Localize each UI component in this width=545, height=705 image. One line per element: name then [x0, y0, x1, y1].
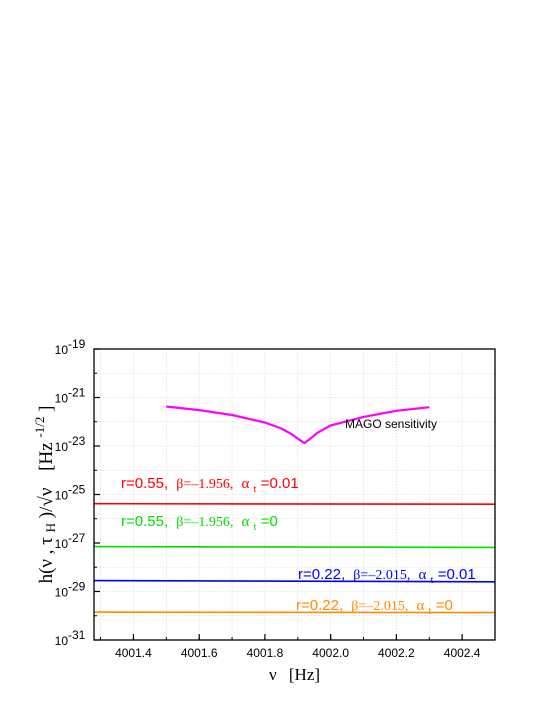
series-line-r022_a001	[93, 579, 496, 583]
x-tick-label-4: 4002.2	[378, 646, 415, 660]
series-line-mago	[166, 405, 430, 445]
y-tick-label-1: 10	[55, 392, 69, 406]
y-axis-sub: H	[43, 523, 58, 532]
label-alpha-sub: t	[254, 483, 257, 495]
label-val: =0.01	[438, 566, 476, 583]
label-alpha-sub: t	[429, 605, 432, 617]
x-tick-label-2: 4001.8	[247, 646, 284, 660]
y-tick-label-3: 10	[55, 489, 69, 503]
grid-lines	[94, 349, 495, 640]
y-axis-unit-end: ]	[36, 406, 57, 412]
tick-labels: 4001.4 4001.6 4001.8 4002.0 4002.2 4002.410 -1…	[55, 337, 481, 660]
x-axis-unit: [Hz]	[289, 665, 320, 684]
y-tick-label-5: 10	[55, 586, 69, 600]
label-r: r=0.55,	[121, 475, 168, 492]
y-tick-exp-5: -29	[68, 580, 86, 594]
label-val: =0	[261, 513, 278, 530]
series-label-r022-a001: r=0.22, β=–2.015, α t =0.01	[298, 566, 476, 587]
series-labels: MAGO sensitivity r=0.55, β=–1.956, α t =…	[121, 417, 476, 618]
y-tick-exp-4: -27	[68, 531, 86, 545]
x-axis-label: ν [Hz]	[269, 665, 320, 684]
series-lines	[93, 405, 496, 614]
y-tick-label-4: 10	[55, 537, 69, 551]
series-label-r022-a0: r=0.22, β=–2.015, α t =0	[296, 597, 453, 618]
y-tick-label-6: 10	[55, 634, 69, 648]
label-alpha-sub: t	[254, 521, 257, 533]
series-line-r022_a0	[93, 611, 496, 614]
y-tick-label-0: 10	[55, 343, 69, 357]
series-label-r055-a0: r=0.55, β=–1.956, α t =0	[121, 513, 278, 534]
label-alpha: α	[417, 598, 425, 614]
label-r: r=0.22,	[298, 566, 345, 583]
label-beta: β=–1.956,	[176, 515, 233, 530]
tick-marks	[94, 348, 463, 641]
label-alpha: α	[242, 514, 250, 530]
y-axis-unit-base: [Hz	[36, 442, 57, 470]
x-tick-label-1: 4001.6	[181, 646, 218, 660]
y-axis-label: h(ν , τ H )/√ν [Hz -1/2 ]	[28, 406, 60, 584]
y-axis-tail: )/√ν	[36, 487, 57, 518]
y-tick-label-2: 10	[55, 440, 69, 454]
x-tick-label-5: 4002.4	[444, 646, 481, 660]
series-label-mago: MAGO sensitivity	[345, 417, 437, 431]
y-tick-exp-3: -25	[68, 483, 86, 497]
series-line-r055_a001	[93, 502, 496, 505]
y-tick-exp-0: -19	[68, 337, 86, 351]
label-alpha-sub: t	[431, 574, 434, 586]
y-axis-unit-exp: -1/2	[32, 417, 47, 438]
x-tick-label-0: 4001.4	[115, 646, 152, 660]
label-beta: β=–2.015,	[353, 568, 410, 583]
label-val: =0.01	[261, 475, 299, 492]
label-r: r=0.22,	[296, 597, 343, 614]
x-axis-symbol: ν	[269, 665, 277, 684]
y-axis-main: h(ν , τ	[36, 537, 57, 584]
label-beta: β=–1.956,	[176, 477, 233, 492]
y-tick-exp-1: -21	[68, 386, 86, 400]
label-val: =0	[436, 597, 453, 614]
y-tick-exp-2: -23	[68, 434, 86, 448]
label-alpha: α	[242, 476, 250, 492]
y-tick-exp-6: -31	[68, 628, 86, 642]
series-label-r055-a001: r=0.55, β=–1.956, α t =0.01	[121, 475, 299, 496]
label-alpha: α	[419, 567, 427, 583]
label-r: r=0.55,	[121, 513, 168, 530]
label-beta: β=–2.015,	[351, 599, 408, 614]
x-tick-label-3: 4002.0	[312, 646, 349, 660]
series-line-r055_a0	[93, 545, 496, 549]
